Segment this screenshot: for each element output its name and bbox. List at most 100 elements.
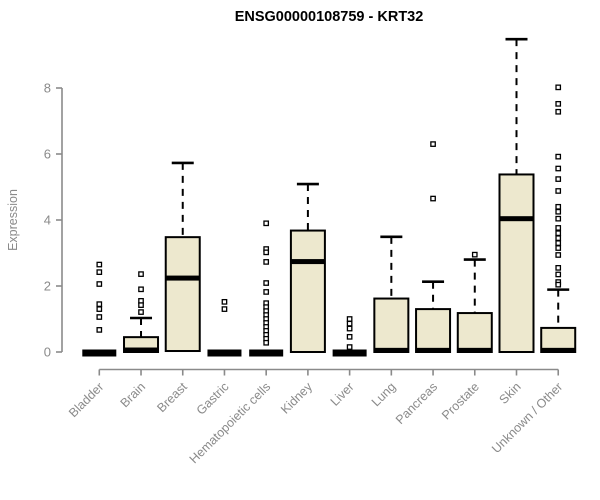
y-tick-label: 0 — [44, 345, 51, 360]
outlier-point — [263, 220, 270, 227]
box — [289, 229, 326, 353]
box-lung — [373, 235, 410, 354]
collapsed-box — [207, 349, 242, 357]
x-tick-label: Kidney — [278, 379, 315, 416]
box — [498, 173, 535, 353]
outlier-point — [555, 252, 562, 258]
outlier-point — [346, 320, 353, 327]
outlier-point — [96, 301, 103, 308]
outlier-point — [555, 188, 562, 194]
outlier-point — [555, 240, 562, 246]
outlier-point — [555, 176, 562, 182]
outlier-point — [346, 333, 353, 340]
x-tick-label: Unknown / Other — [489, 380, 565, 456]
outlier-point — [96, 261, 103, 268]
outlier-point — [346, 344, 353, 350]
outlier-point — [555, 271, 562, 278]
median-line — [499, 216, 534, 222]
y-axis: 0 2 4 6 8 — [44, 81, 63, 360]
box — [415, 308, 452, 354]
box-hematopoietic-cells — [249, 220, 284, 357]
x-tick-label: Skin — [497, 380, 524, 407]
outlier-point — [96, 327, 103, 333]
box-unknown-other — [540, 84, 577, 354]
box-pancreas — [415, 141, 452, 354]
x-tick-label: Gastric — [194, 380, 232, 418]
box — [373, 297, 410, 354]
outlier-point — [430, 141, 436, 147]
outlier-point — [346, 316, 353, 322]
median-line — [165, 275, 200, 281]
outlier-point — [555, 84, 562, 91]
x-tick-label: Pancreas — [393, 380, 440, 427]
y-tick-label: 8 — [44, 81, 51, 96]
outlier-point — [555, 230, 562, 237]
outlier-point — [263, 280, 270, 286]
x-tick-label: Prostate — [439, 380, 482, 423]
box-skin — [498, 37, 535, 353]
x-tick-label: Liver — [328, 380, 357, 409]
outlier-point — [555, 203, 562, 210]
outlier-point — [555, 281, 562, 288]
outlier-point — [138, 271, 144, 277]
x-tick-label: Lung — [369, 380, 399, 410]
box — [164, 236, 201, 353]
outlier-point — [96, 306, 103, 312]
outlier-point — [96, 314, 103, 320]
y-tick-label: 4 — [44, 213, 51, 228]
y-axis-label: Expression — [6, 189, 20, 251]
box-liver — [332, 316, 367, 357]
median-line — [541, 347, 576, 353]
outlier-point — [430, 195, 436, 202]
chart-title: ENSG00000108759 - KRT32 — [235, 9, 424, 25]
box — [456, 312, 493, 353]
x-tick-label: Hematopoietic cells — [187, 380, 274, 467]
outlier-point — [346, 325, 353, 332]
outlier-point — [96, 269, 103, 275]
box-gastric — [207, 298, 242, 357]
outlier-point — [221, 306, 228, 312]
box-breast — [164, 161, 201, 353]
y-tick-label: 2 — [44, 279, 51, 294]
outlier-point — [263, 259, 270, 265]
outlier-point — [555, 153, 562, 160]
outlier-point — [471, 251, 478, 258]
outlier-point — [96, 281, 103, 287]
outlier-point — [138, 286, 144, 293]
outlier-point — [555, 215, 562, 222]
median-line — [290, 259, 325, 265]
x-tick-label: Bladder — [66, 380, 106, 420]
box-prostate — [456, 251, 493, 353]
outlier-point — [263, 339, 270, 346]
median-line — [124, 347, 159, 353]
collapsed-box — [82, 349, 117, 357]
outlier-point — [555, 264, 562, 271]
outlier-point — [555, 225, 562, 231]
collapsed-box — [249, 349, 284, 357]
outlier-point — [138, 309, 144, 315]
median-line — [416, 347, 451, 353]
x-tick-label: Breast — [154, 379, 190, 415]
outlier-point — [555, 108, 562, 115]
plot-area: 0 2 4 6 8 Bladder Brain Breast GastricHematopoie… — [44, 37, 577, 467]
median-line — [374, 347, 409, 353]
outlier-point — [263, 289, 270, 295]
outlier-point — [555, 208, 562, 215]
outlier-point — [138, 302, 144, 308]
box-brain — [123, 271, 160, 353]
outlier-point — [221, 298, 228, 305]
x-tick-label: Brain — [118, 380, 149, 411]
outlier-point — [555, 100, 562, 107]
outlier-point — [555, 235, 562, 241]
box-bladder — [82, 261, 117, 357]
outlier-point — [555, 245, 562, 251]
outlier-point — [263, 249, 270, 256]
median-line — [457, 347, 492, 353]
y-tick-label: 6 — [44, 147, 51, 162]
collapsed-box — [332, 349, 367, 357]
box-kidney — [289, 182, 326, 353]
outlier-point — [555, 165, 562, 172]
